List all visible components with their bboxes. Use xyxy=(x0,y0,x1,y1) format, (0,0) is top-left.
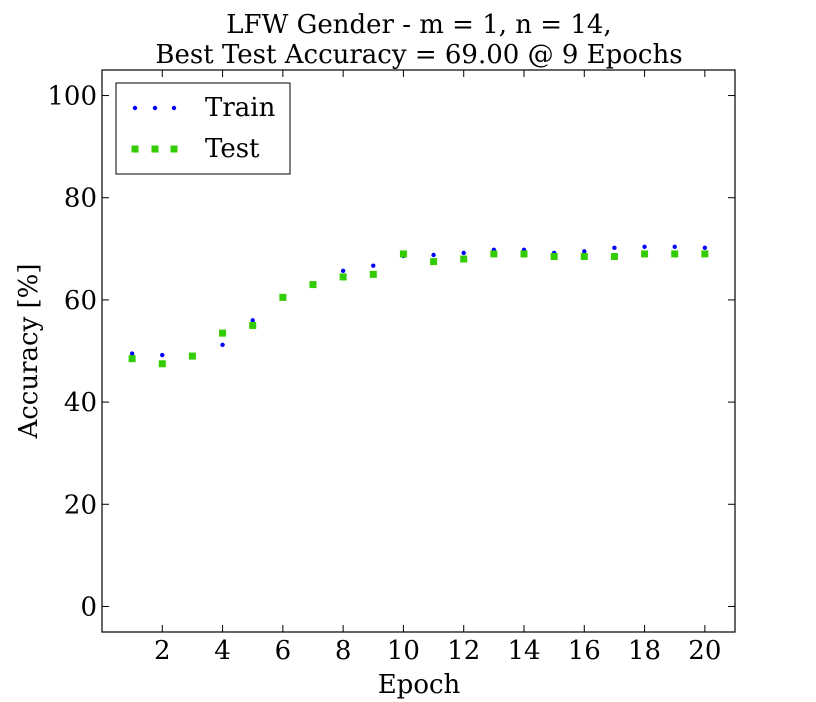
train-data-point xyxy=(642,244,647,249)
y-tick-label: 0 xyxy=(80,592,97,622)
test-data-point xyxy=(369,270,377,278)
test-data-point xyxy=(188,352,196,360)
test-data-point xyxy=(430,258,438,266)
test-data-point xyxy=(158,360,166,368)
y-axis-label: Accuracy [%] xyxy=(14,263,44,439)
legend-marker-test xyxy=(170,145,178,153)
test-data-point xyxy=(580,252,588,260)
legend-marker-test xyxy=(151,145,159,153)
test-data-point xyxy=(701,250,709,258)
train-data-point xyxy=(431,252,436,258)
legend-label-train: Train xyxy=(205,93,276,123)
test-data-point xyxy=(219,329,227,337)
test-data-point xyxy=(309,281,317,289)
test-data-point xyxy=(671,250,679,258)
legend: Train Test xyxy=(115,82,291,175)
train-data-point xyxy=(340,268,346,273)
x-tick-label: 4 xyxy=(214,636,231,666)
train-data-point xyxy=(672,244,677,249)
x-tick-label: 12 xyxy=(447,636,480,666)
x-tick-label: 2 xyxy=(154,636,171,666)
y-tick-label: 20 xyxy=(64,490,97,520)
x-tick-label: 18 xyxy=(628,636,661,666)
x-tick-label: 6 xyxy=(275,636,292,666)
legend-marker-train xyxy=(152,105,158,111)
train-data-point xyxy=(160,352,165,358)
y-tick-label: 40 xyxy=(64,388,97,418)
train-data-point xyxy=(250,318,255,323)
legend-box xyxy=(115,82,291,175)
x-tick-label: 16 xyxy=(568,636,601,666)
y-tick-label: 60 xyxy=(64,286,97,316)
train-data-point xyxy=(702,245,708,250)
x-tick-label: 8 xyxy=(335,636,352,666)
legend-marker-train xyxy=(132,105,138,111)
train-data-point xyxy=(129,351,135,356)
train-data-point xyxy=(220,342,225,348)
legend-marker-train xyxy=(171,105,177,111)
test-data-point xyxy=(339,273,347,281)
y-tick-label: 80 xyxy=(64,184,97,214)
legend-marker-test xyxy=(131,145,139,153)
test-data-point xyxy=(279,293,287,301)
train-data-point xyxy=(371,263,376,268)
x-tick-label: 14 xyxy=(507,636,540,666)
x-tick-label: 10 xyxy=(387,636,420,666)
train-data-point xyxy=(582,249,587,254)
test-data-point xyxy=(610,252,618,260)
test-data-point xyxy=(249,321,257,329)
chart-title-line-2: Best Test Accuracy = 69.00 @ 9 Epochs xyxy=(155,40,682,70)
test-data-point xyxy=(490,250,498,258)
test-data-point xyxy=(550,252,558,260)
test-data-point xyxy=(641,250,649,258)
legend-label-test: Test xyxy=(205,134,260,164)
y-tick-label: 100 xyxy=(47,82,97,112)
chart-title-line-1: LFW Gender - m = 1, n = 14, xyxy=(226,10,611,40)
plot-frame xyxy=(101,69,736,633)
test-data-point xyxy=(520,250,528,258)
test-data-point xyxy=(460,255,468,263)
test-data-point xyxy=(399,250,407,258)
test-data-point xyxy=(128,355,136,363)
x-tick-label: 20 xyxy=(688,636,721,666)
x-axis-label: Epoch xyxy=(378,670,461,700)
train-data-point xyxy=(461,250,466,256)
train-data-point xyxy=(612,245,617,250)
